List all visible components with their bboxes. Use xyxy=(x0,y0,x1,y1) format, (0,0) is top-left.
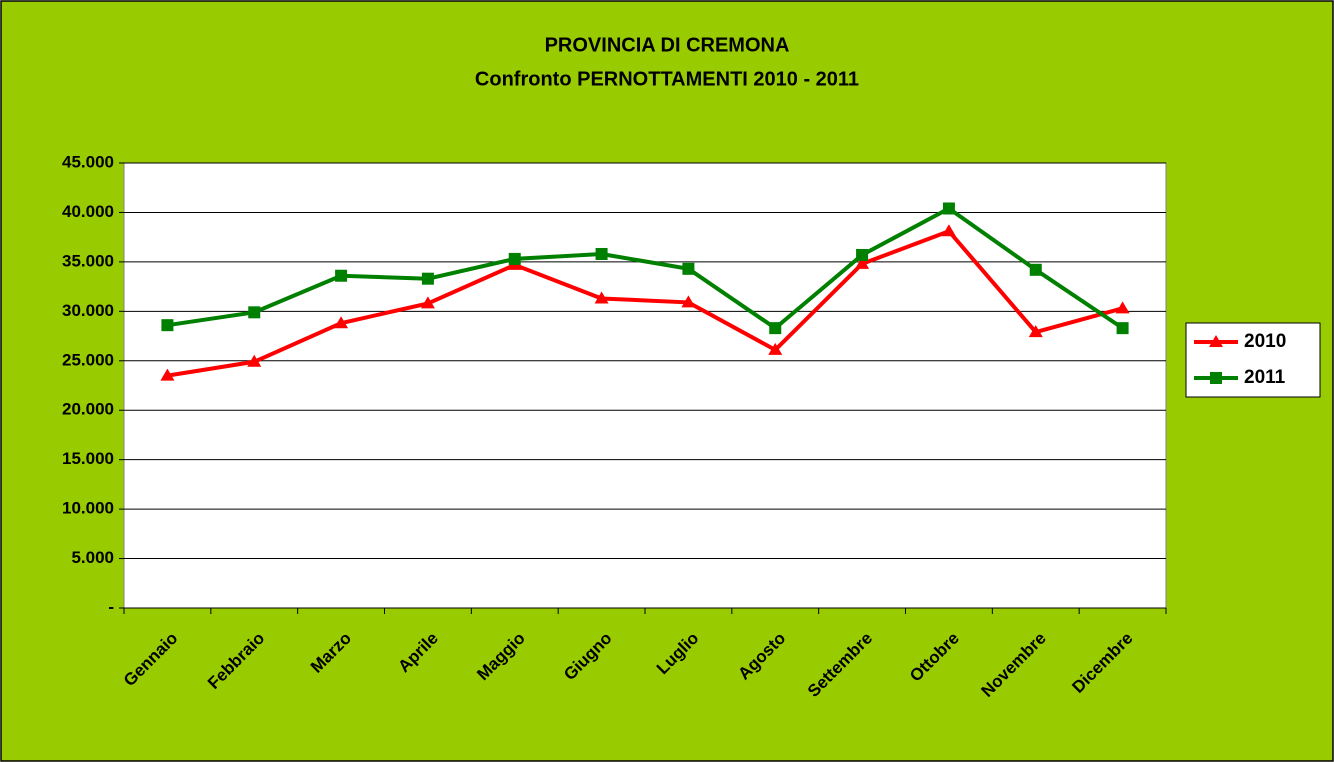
marker xyxy=(248,306,261,319)
chart-title: PROVINCIA DI CREMONA xyxy=(545,34,790,56)
marker xyxy=(420,296,435,309)
marker xyxy=(594,291,609,304)
y-tick-label: 25.000 xyxy=(62,350,114,369)
marker xyxy=(247,354,262,367)
marker xyxy=(421,272,434,285)
y-tick-label: 30.000 xyxy=(62,301,114,320)
marker xyxy=(681,295,696,308)
y-tick-label: 5.000 xyxy=(71,548,114,567)
marker xyxy=(1210,372,1222,384)
marker xyxy=(335,269,348,282)
legend-label: 2010 xyxy=(1244,331,1286,352)
plot-area xyxy=(123,162,1167,609)
y-tick-label: - xyxy=(108,597,114,616)
legend-label: 2011 xyxy=(1244,367,1286,388)
y-tick-label: 15.000 xyxy=(62,449,114,468)
marker xyxy=(1028,325,1043,338)
marker xyxy=(160,368,175,381)
marker xyxy=(855,256,870,269)
marker xyxy=(508,252,521,265)
marker xyxy=(595,247,608,260)
marker xyxy=(1209,335,1223,347)
marker xyxy=(1029,263,1042,276)
marker xyxy=(769,322,782,335)
marker xyxy=(1115,301,1130,314)
marker xyxy=(768,342,783,355)
chart-subtitle: Confronto PERNOTTAMENTI 2010 - 2011 xyxy=(475,68,859,90)
marker xyxy=(682,262,695,275)
series-line xyxy=(167,206,1124,331)
marker xyxy=(942,202,955,215)
series-line xyxy=(167,228,1124,378)
marker xyxy=(1116,322,1129,335)
marker xyxy=(856,248,869,261)
y-tick-label: 10.000 xyxy=(62,499,114,518)
y-tick-label: 40.000 xyxy=(62,202,114,221)
marker xyxy=(334,316,349,329)
marker xyxy=(161,319,174,332)
marker xyxy=(941,224,956,237)
legend-box xyxy=(1185,322,1321,398)
y-tick-label: 35.000 xyxy=(62,251,114,270)
y-tick-label: 20.000 xyxy=(62,400,114,419)
y-tick-label: 45.000 xyxy=(62,152,114,171)
